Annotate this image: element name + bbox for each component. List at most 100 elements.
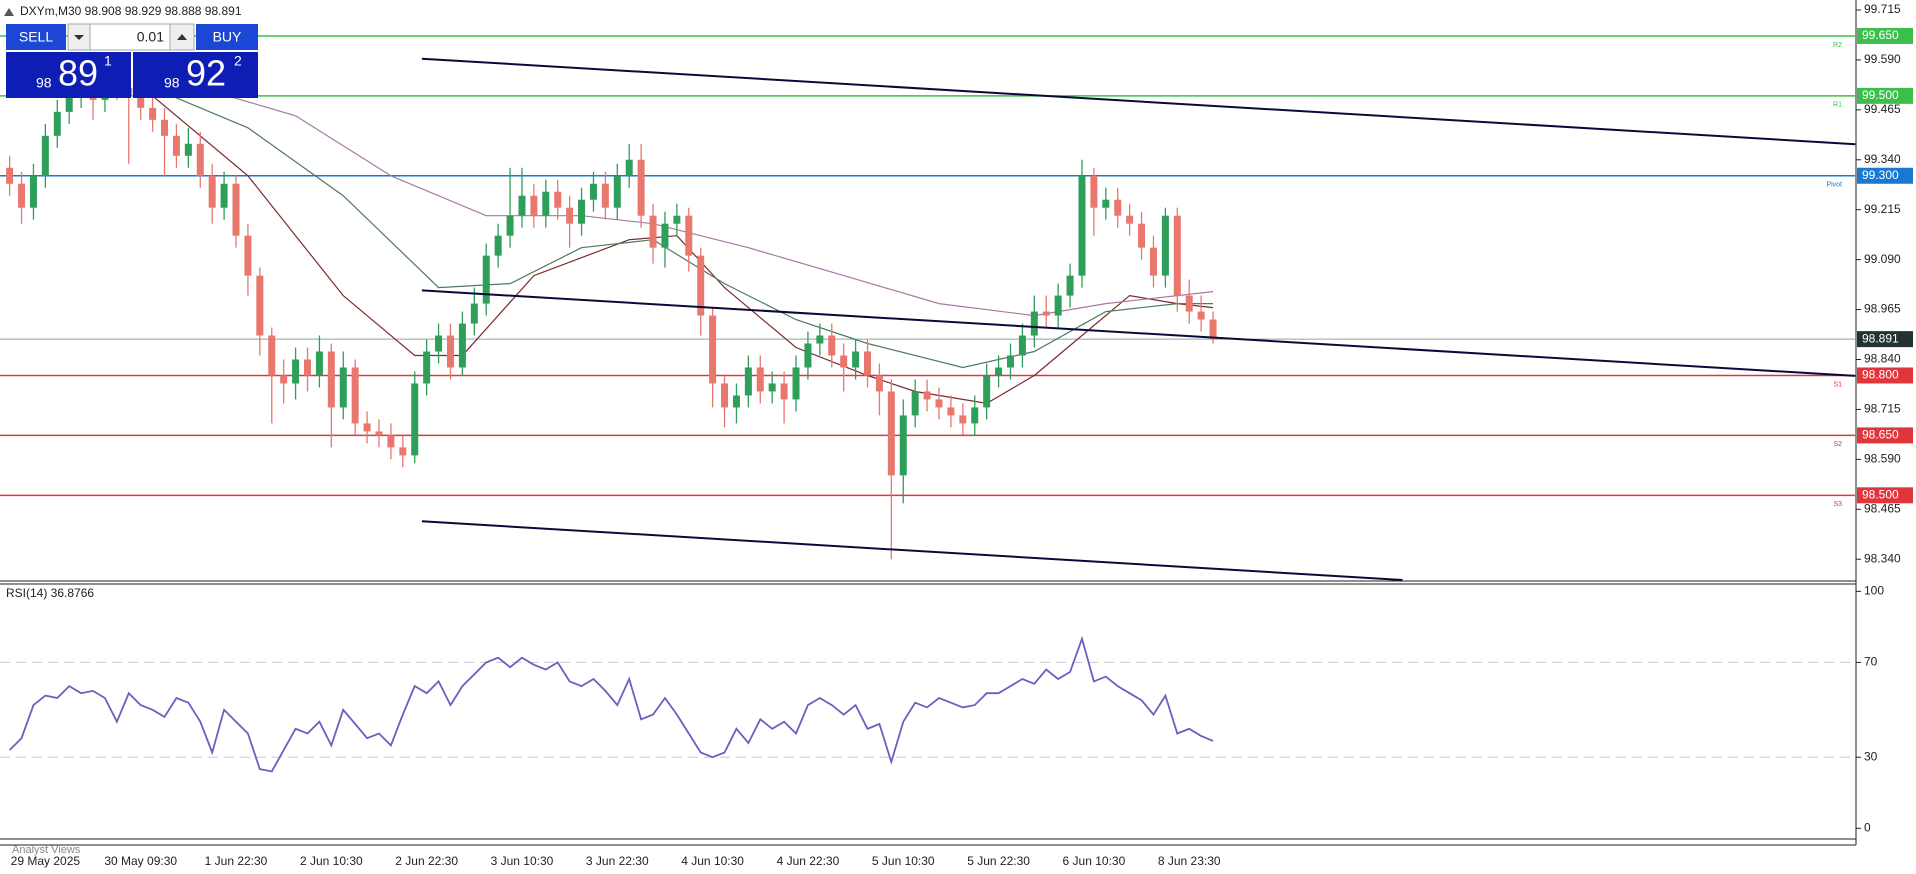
level-box bbox=[1857, 367, 1913, 384]
buy-price-prefix: 98 bbox=[164, 75, 180, 91]
x-tick-label: 8 Jun 23:30 bbox=[1158, 854, 1221, 868]
level-label: 99.650 bbox=[1862, 28, 1899, 42]
y-tick-label: 98.465 bbox=[1864, 501, 1901, 515]
candle-body bbox=[208, 175, 216, 208]
lot-input[interactable] bbox=[89, 23, 171, 51]
candle-body bbox=[887, 391, 895, 476]
candle-body bbox=[1138, 223, 1146, 248]
level-tag: S3 bbox=[1833, 501, 1842, 508]
trade-panel: SELL 0.01 BUY 98 89 1 98 92 2 bbox=[6, 23, 258, 98]
x-tick-label: 30 May 09:30 bbox=[104, 854, 177, 868]
candle-body bbox=[1006, 355, 1014, 368]
candle-body bbox=[542, 191, 550, 216]
candle-body bbox=[315, 351, 323, 376]
sell-price-box[interactable] bbox=[6, 52, 131, 98]
candle-body bbox=[673, 215, 681, 224]
candle-body bbox=[864, 351, 872, 376]
candle-body bbox=[578, 199, 586, 224]
y-tick-label: 98.840 bbox=[1864, 352, 1901, 366]
y-tick-label: 0 bbox=[1864, 820, 1871, 834]
x-tick-label: 3 Jun 22:30 bbox=[586, 854, 649, 868]
candle-body bbox=[947, 407, 955, 416]
candle-body bbox=[554, 191, 562, 208]
current-price-box bbox=[1857, 331, 1913, 348]
collapse-icon[interactable] bbox=[4, 8, 14, 16]
candle-body bbox=[1054, 295, 1062, 316]
level-box bbox=[1857, 487, 1913, 504]
level-label: 98.800 bbox=[1862, 368, 1899, 382]
candle-body bbox=[721, 383, 729, 408]
y-tick-label: 99.090 bbox=[1864, 252, 1901, 266]
candle-body bbox=[244, 235, 252, 276]
level-label: 99.500 bbox=[1862, 88, 1899, 102]
candle-body bbox=[363, 423, 371, 432]
candle-body bbox=[161, 119, 169, 136]
candle-body bbox=[411, 383, 419, 456]
level-box bbox=[1857, 167, 1913, 184]
candle-body bbox=[280, 375, 288, 384]
candle-body bbox=[29, 175, 37, 208]
y-tick-label: 98.590 bbox=[1864, 452, 1901, 466]
candle-body bbox=[65, 95, 73, 112]
y-tick-label: 99.465 bbox=[1864, 102, 1901, 116]
candle-body bbox=[697, 255, 705, 316]
trendline bbox=[421, 57, 1856, 146]
candle-body bbox=[196, 143, 204, 176]
candle-body bbox=[637, 159, 645, 216]
y-tick-label: 98.965 bbox=[1864, 302, 1901, 316]
candle-body bbox=[137, 95, 145, 108]
x-tick-label: 29 May 2025 bbox=[11, 854, 81, 868]
candle-body bbox=[601, 183, 609, 208]
candle-body bbox=[875, 375, 883, 392]
current-price-label: 98.891 bbox=[1862, 331, 1899, 345]
candle-body bbox=[625, 159, 633, 176]
buy-button[interactable] bbox=[196, 24, 258, 50]
y-tick-label: 30 bbox=[1864, 749, 1878, 763]
candle-body bbox=[6, 167, 14, 184]
candle-body bbox=[518, 195, 526, 216]
moving-average bbox=[152, 95, 1214, 405]
candle-body bbox=[1197, 311, 1205, 320]
candle-body bbox=[506, 215, 514, 236]
candle-body bbox=[911, 391, 919, 416]
candle-body bbox=[482, 255, 490, 304]
level-label: 98.650 bbox=[1862, 428, 1899, 442]
candle-body bbox=[470, 303, 478, 324]
candle-body bbox=[780, 383, 788, 400]
buy-price-point: 2 bbox=[234, 53, 242, 69]
sell-button[interactable] bbox=[6, 24, 66, 50]
candle-body bbox=[744, 367, 752, 396]
level-label: 98.500 bbox=[1862, 487, 1899, 501]
candle-body bbox=[375, 431, 383, 436]
level-box bbox=[1857, 87, 1913, 104]
candle-body bbox=[1185, 295, 1193, 312]
sell-price-main: 89 bbox=[58, 53, 98, 94]
candle-body bbox=[1042, 311, 1050, 316]
candle-body bbox=[828, 335, 836, 356]
candle-body bbox=[530, 195, 538, 216]
buy-price-box[interactable] bbox=[133, 52, 258, 98]
y-tick-label: 99.340 bbox=[1864, 152, 1901, 166]
rsi-line bbox=[8, 635, 1214, 773]
candle-body bbox=[840, 355, 848, 368]
footer-tab[interactable]: Analyst Views bbox=[12, 844, 81, 856]
candle-body bbox=[995, 367, 1003, 376]
candle-body bbox=[768, 383, 776, 392]
level-tag: R2 bbox=[1833, 42, 1842, 49]
candle-body bbox=[1090, 175, 1098, 208]
x-tick-label: 3 Jun 10:30 bbox=[491, 854, 554, 868]
candle-body bbox=[816, 335, 824, 344]
candle-body bbox=[351, 367, 359, 424]
candle-body bbox=[435, 335, 443, 352]
candle-body bbox=[399, 447, 407, 456]
candle-body bbox=[1149, 247, 1157, 276]
candle-body bbox=[41, 135, 49, 176]
x-tick-label: 4 Jun 22:30 bbox=[777, 854, 840, 868]
candle-body bbox=[566, 207, 574, 224]
candle-body bbox=[292, 359, 300, 384]
x-tick-label: 6 Jun 10:30 bbox=[1063, 854, 1126, 868]
x-tick-label: 1 Jun 22:30 bbox=[205, 854, 268, 868]
candle-body bbox=[1078, 175, 1086, 276]
